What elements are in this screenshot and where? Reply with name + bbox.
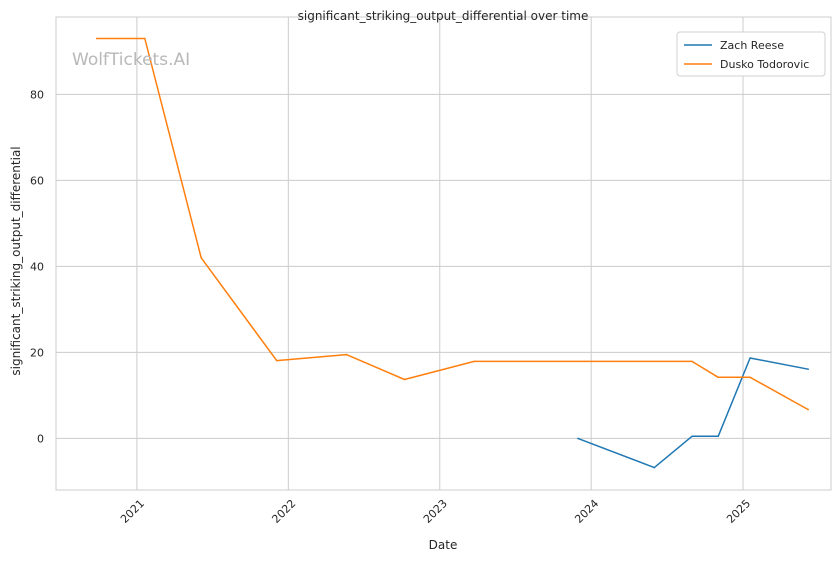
data-point-dusko-todorovic [749, 376, 751, 379]
legend: Zach Reese Dusko Todorovic [676, 31, 826, 77]
legend-label-zach-reese: Zach Reese [720, 39, 784, 52]
data-point-dusko-todorovic [807, 408, 809, 411]
data-point-dusko-todorovic [473, 360, 476, 363]
data-point-zach-reese [749, 357, 751, 359]
data-point-dusko-todorovic [345, 353, 348, 356]
data-point-dusko-todorovic [691, 360, 693, 363]
chart-title: significant_striking_output_differential… [298, 9, 589, 23]
data-point-dusko-todorovic [143, 37, 146, 40]
grid-lines [56, 17, 831, 490]
data-point-dusko-todorovic [95, 37, 98, 40]
data-point-dusko-todorovic [275, 359, 278, 362]
x-axis-title: Date [429, 538, 458, 552]
plot-area [55, 16, 832, 491]
x-tick-label: 2023 [421, 497, 450, 526]
watermark: WolfTickets.AI [72, 50, 190, 70]
x-tick-label: 2025 [724, 497, 753, 526]
data-point-zach-reese [807, 368, 809, 370]
data-point-dusko-todorovic [200, 257, 203, 259]
data-point-dusko-todorovic [717, 376, 719, 379]
series-lines [95, 37, 809, 469]
x-tick-labels: 2021 2022 2023 2024 2025 [118, 497, 753, 526]
series-line-zach-reese [577, 357, 809, 469]
y-tick-label: 80 [30, 88, 44, 101]
x-tick-label: 2022 [269, 497, 298, 526]
y-tick-label: 0 [37, 432, 44, 445]
data-point-zach-reese [691, 435, 693, 438]
data-point-zach-reese [577, 437, 579, 440]
data-point-zach-reese [653, 466, 656, 469]
data-point-dusko-todorovic [403, 378, 406, 381]
y-axis-title: significant_striking_output_differential [9, 146, 23, 375]
y-tick-label: 40 [30, 260, 44, 273]
y-tick-labels: 0 20 40 60 80 [30, 88, 44, 445]
data-point-zach-reese [717, 435, 719, 438]
y-tick-label: 20 [30, 346, 44, 359]
y-tick-label: 60 [30, 174, 44, 187]
x-tick-label: 2021 [118, 497, 147, 526]
legend-label-dusko-todorovic: Dusko Todorovic [720, 58, 809, 71]
x-tick-label: 2024 [572, 497, 601, 526]
legend-box [676, 31, 826, 77]
